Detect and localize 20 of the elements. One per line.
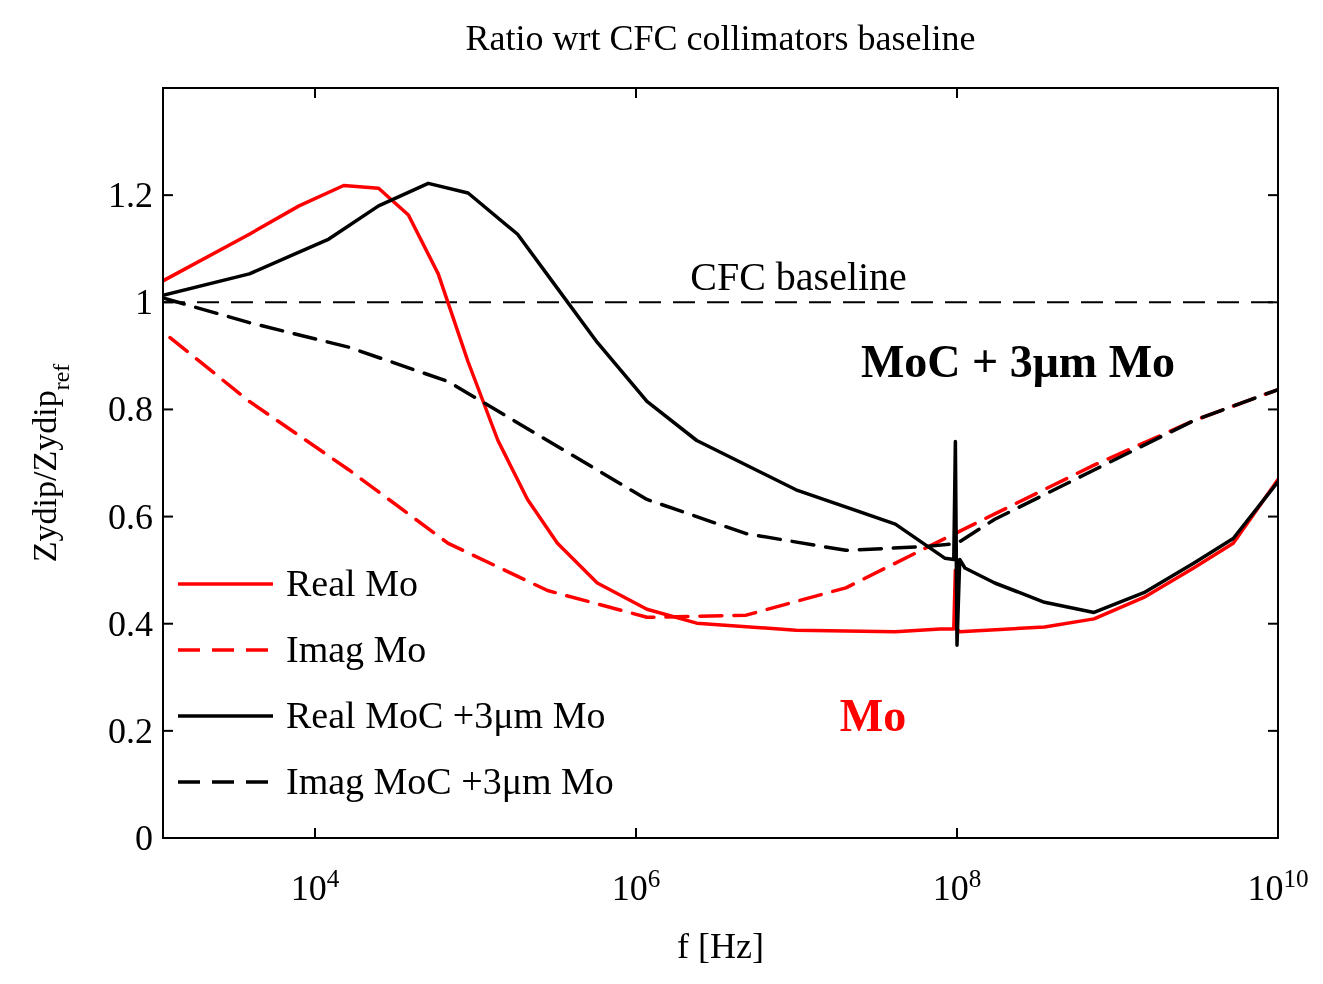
legend-label: Imag MoC +3μm Mo <box>286 760 614 802</box>
x-tick-label: 10$^{8}$ <box>932 864 982 908</box>
annotation: Mo <box>839 689 907 741</box>
x-tick-label: 10$^{6}$ <box>611 864 661 908</box>
y-tick-label: 1 <box>135 282 153 323</box>
x-axis-title: f [Hz] <box>677 926 764 966</box>
x-tick-label: 10$^{4}$ <box>290 864 340 908</box>
y-tick-label: 0.4 <box>108 603 153 644</box>
y-tick-label: 0 <box>135 818 153 858</box>
y-tick-label: 0.8 <box>108 389 153 430</box>
y-tick-label: 0.6 <box>108 496 153 537</box>
x-tick-label: 10$^{10}$ <box>1247 864 1309 908</box>
legend-label: Real Mo <box>286 562 418 604</box>
annotation: MoC + 3μm Mo <box>860 336 1176 388</box>
legend-label: Real MoC +3μm Mo <box>286 694 606 736</box>
y-tick-label: 0.2 <box>108 710 153 751</box>
ref-line-label: CFC baseline <box>690 254 907 300</box>
legend-label: Imag Mo <box>286 628 427 670</box>
y-tick-label: 1.2 <box>108 175 153 216</box>
chart-title: Ratio wrt CFC collimators baseline <box>465 18 976 58</box>
